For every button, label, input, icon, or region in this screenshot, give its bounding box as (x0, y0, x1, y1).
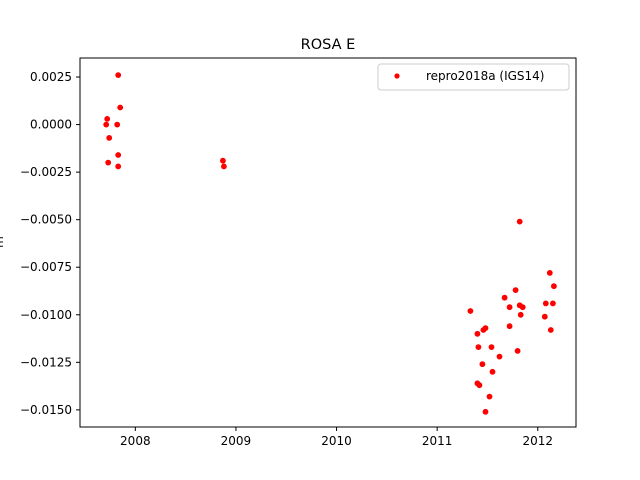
y-axis-label: m (0, 236, 6, 248)
data-point (115, 163, 122, 170)
data-point (482, 408, 489, 415)
legend-box (377, 63, 570, 91)
data-point (506, 323, 513, 330)
data-point (467, 308, 474, 314)
y-tick-label: −0.0100 (20, 308, 72, 322)
data-point (516, 218, 523, 225)
data-point (114, 121, 121, 128)
data-point (220, 157, 226, 164)
data-point (475, 344, 482, 350)
data-point (488, 344, 495, 350)
y-tick-label: −0.0125 (20, 355, 72, 369)
data-point (489, 368, 496, 375)
x-tick-label: 2011 (422, 434, 453, 448)
data-point (506, 304, 513, 311)
data-point (117, 104, 124, 111)
y-tick-label: −0.0150 (20, 403, 72, 417)
legend-marker (394, 73, 400, 79)
x-axis: 2008 2009 2010 2011 2012 (120, 427, 553, 448)
chart-title: ROSA E (301, 37, 356, 53)
data-point (551, 283, 557, 290)
data-point (476, 382, 483, 389)
data-point (482, 325, 489, 331)
data-point (496, 353, 503, 360)
data-points (103, 72, 557, 415)
data-point (221, 163, 227, 170)
data-point (479, 361, 486, 368)
data-point (105, 159, 112, 166)
data-point (542, 300, 549, 307)
y-tick-label: 0.0000 (30, 118, 72, 132)
x-tick-label: 2012 (522, 434, 553, 448)
data-point (486, 393, 493, 400)
data-point (514, 348, 521, 354)
data-point (115, 72, 122, 78)
data-point (550, 300, 556, 307)
data-point (104, 116, 111, 122)
data-point (541, 313, 548, 320)
legend: repro2018a (IGS14) (377, 63, 570, 91)
y-tick-label: 0.0025 (30, 70, 72, 84)
data-point (103, 121, 110, 128)
data-point (546, 270, 553, 276)
data-point (115, 152, 122, 158)
plot-frame (79, 57, 577, 428)
y-tick-label: −0.0075 (20, 260, 72, 274)
legend-label: repro2018a (IGS14) (426, 69, 544, 83)
data-point (106, 135, 113, 141)
y-tick-label: −0.0050 (20, 213, 72, 227)
data-point (517, 311, 524, 318)
y-axis: 0.0025 0.0000 −0.0025 −0.0050 −0.0075 −0.0100… (20, 70, 80, 417)
y-tick-label: −0.0025 (20, 165, 72, 179)
data-point (519, 304, 526, 311)
data-point (501, 294, 508, 301)
data-point (512, 287, 519, 293)
x-tick-label: 2010 (321, 434, 352, 448)
x-tick-label: 2009 (221, 434, 252, 448)
data-point (547, 327, 554, 333)
x-tick-label: 2008 (120, 434, 151, 448)
data-point (474, 330, 481, 337)
